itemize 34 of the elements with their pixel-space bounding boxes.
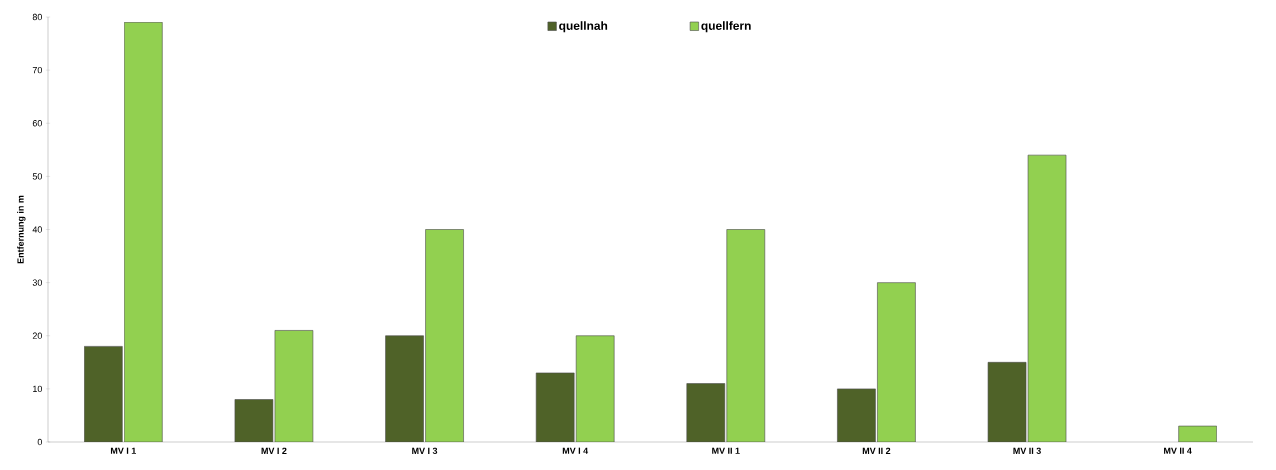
x-tick-label: MV I 2	[261, 447, 287, 454]
bar	[425, 229, 464, 442]
bar	[987, 362, 1027, 442]
bar	[575, 335, 615, 442]
y-tick-label: 20	[32, 332, 43, 339]
x-tick-label: MV II 1	[712, 447, 740, 454]
bar	[385, 335, 424, 442]
x-tick-label: MV I 1	[110, 447, 137, 454]
bar	[686, 383, 726, 442]
y-tick-label: 0	[37, 438, 43, 446]
legend-label: quellnah	[559, 21, 608, 33]
bar	[837, 388, 876, 442]
bar	[124, 22, 163, 442]
y-tick-label: 70	[32, 66, 43, 74]
legend-label: quellfern	[701, 21, 751, 33]
x-tick-label: MV II 3	[1013, 447, 1041, 454]
y-tick-label: 40	[32, 226, 43, 233]
x-tick-label: MV II 2	[862, 447, 891, 454]
bar	[1027, 154, 1067, 442]
bar	[877, 282, 916, 442]
y-tick-label: 30	[32, 279, 43, 286]
bar	[726, 229, 766, 442]
y-tick-label: 60	[32, 120, 43, 127]
y-tick-label: 50	[32, 173, 43, 180]
x-tick-label: MV I 4	[562, 447, 589, 454]
y-tick-label: 10	[33, 385, 43, 393]
x-tick-label: MV II 4	[1164, 447, 1192, 454]
y-axis-title: Entfernung in m	[17, 195, 26, 264]
bar	[535, 372, 575, 442]
x-tick-label: MV I 3	[412, 447, 438, 454]
bar	[274, 330, 314, 442]
bar	[234, 399, 274, 442]
y-tick-label: 80	[32, 13, 43, 21]
bar	[84, 346, 123, 442]
